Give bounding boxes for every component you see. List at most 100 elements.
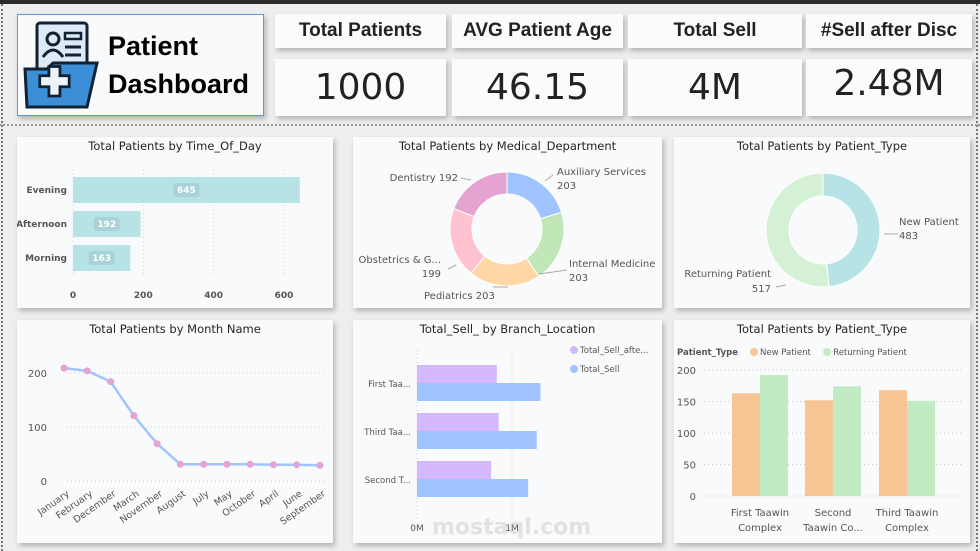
chart-patient-type-by-branch[interactable]: Total Patients by Patient_Type 0 50 100 150… <box>674 320 970 543</box>
data-point-august <box>176 460 184 468</box>
data-label-bg <box>93 217 120 231</box>
slice-value: 517 <box>752 284 771 295</box>
y-tick-label: 100 <box>677 429 696 440</box>
legend-label: Total_Sell <box>579 365 619 375</box>
department-slice <box>453 171 508 218</box>
data-point-december <box>107 378 115 386</box>
legend-marker <box>823 348 832 356</box>
chart-title: Total Patients by Patient_Type <box>736 139 908 153</box>
data-point-april <box>269 461 277 469</box>
x-tick-label: 400 <box>204 291 223 301</box>
legend-label: Returning Patient <box>833 348 907 358</box>
category-label: Third Taa... <box>363 428 411 438</box>
leader-line <box>460 177 472 181</box>
category-label: Taawin Co... <box>802 523 863 534</box>
medical-folder-icon <box>23 21 99 109</box>
dashboard-title-line2: Dashboard <box>108 69 250 99</box>
bar-total-sell <box>417 479 529 497</box>
slice-label: Returning Patient <box>684 269 771 280</box>
bar-new-patient <box>805 400 833 496</box>
slice-label: Pediatrics 203 <box>424 291 495 302</box>
y-tick-label: 200 <box>677 366 696 377</box>
bar-sell-after-disc <box>417 461 492 479</box>
bar-returning-patient <box>833 386 861 496</box>
slice-label: Internal Medicine <box>569 259 655 270</box>
patient-type-slice <box>765 172 830 288</box>
data-label: 192 <box>97 220 116 230</box>
data-point-october <box>246 460 254 468</box>
category-label: Second T... <box>365 476 411 486</box>
chart-medical-department[interactable]: Total Patients by Medical_Department Aux… <box>353 137 662 308</box>
data-point-march <box>130 412 138 420</box>
legend-label: New Patient <box>760 348 812 358</box>
chart-patient-type-donut[interactable]: Total Patients by Patient_Type New Patie… <box>674 137 970 308</box>
x-tick-label: 1M <box>505 524 519 534</box>
category-label: Third Taawin <box>875 508 939 519</box>
category-label: Second <box>815 508 852 519</box>
slice-label: Obstetrics & G... <box>359 255 441 266</box>
y-tick-label: 50 <box>683 461 696 472</box>
chart-title: Total_Sell_ by Branch_Location <box>419 322 596 336</box>
x-tick-label: 600 <box>275 291 294 301</box>
category-label: Complex <box>885 523 929 534</box>
dashboard-title-line1: Patient <box>108 31 199 61</box>
y-tick-label: 200 <box>28 369 47 380</box>
data-point-may <box>223 460 231 468</box>
bar-total-sell <box>417 383 541 401</box>
data-point-september <box>316 461 324 469</box>
chart-time-of-day[interactable]: Total Patients by Time_Of_Day 0 200 400 600… <box>17 137 333 308</box>
canvas-border <box>1 4 3 551</box>
leader-line <box>447 264 457 270</box>
category-label: First Taa... <box>368 380 411 390</box>
kpi-label-total-sell: Total Sell <box>628 14 802 48</box>
window-top-border <box>0 0 980 4</box>
data-label: 645 <box>177 186 196 196</box>
bar-new-patient <box>879 390 907 496</box>
canvas-border <box>976 4 978 551</box>
slice-value: 203 <box>557 181 576 192</box>
patient-type-slice <box>822 172 881 288</box>
series-line <box>63 366 321 467</box>
legend-title: Patient_Type <box>677 348 738 358</box>
category-label: Morning <box>25 254 67 264</box>
legend-label: Total_Sell_afte... <box>579 346 648 356</box>
y-tick-label: 0 <box>690 492 696 503</box>
section-divider <box>0 124 980 126</box>
kpi-label-avg-age: AVG Patient Age <box>452 14 623 48</box>
slice-value: 199 <box>422 269 441 280</box>
category-label: Evening <box>27 186 67 196</box>
bar-returning-patient <box>907 400 935 496</box>
chart-title: Total Patients by Month Name <box>89 322 261 336</box>
y-tick-label: 150 <box>677 398 696 409</box>
bar-new-patient <box>732 393 760 496</box>
slice-value: 483 <box>899 231 918 242</box>
bar-sell-after-disc <box>417 413 499 431</box>
kpi-value-sell-after-disc: 2.48M <box>806 59 972 116</box>
leader-line <box>775 284 787 288</box>
watermark: mostaql.com <box>432 515 592 540</box>
bar-total-sell <box>417 431 537 449</box>
category-label: Complex <box>738 523 782 534</box>
data-point-november <box>153 440 161 448</box>
y-tick-label: 0 <box>41 477 47 488</box>
data-point-june <box>293 461 301 469</box>
data-point-february <box>83 367 91 375</box>
title-card: Patient Dashboard <box>17 14 264 116</box>
chart-title: Total Patients by Time_Of_Day <box>88 139 262 153</box>
slice-label: Dentistry 192 <box>390 173 458 184</box>
x-tick-label: 0 <box>70 291 76 301</box>
slice-label: New Patient <box>899 217 959 228</box>
legend-marker <box>570 346 578 354</box>
legend-marker <box>750 348 758 356</box>
data-label: 163 <box>92 254 111 264</box>
category-label: Afternoon <box>17 220 67 230</box>
y-tick-label: 100 <box>28 423 47 434</box>
kpi-label-total-patients: Total Patients <box>275 14 446 48</box>
chart-month[interactable]: Total Patients by Month Name 0 100 200 Janu… <box>17 320 333 543</box>
category-label: First Taawin <box>731 508 789 519</box>
chart-title: Total Patients by Medical_Department <box>398 139 617 153</box>
chart-sell-by-branch[interactable]: Total_Sell_ by Branch_Location 0M 1M First… <box>353 320 662 543</box>
data-label-bg <box>173 183 200 197</box>
data-point-july <box>200 460 208 468</box>
legend-marker <box>570 365 578 373</box>
